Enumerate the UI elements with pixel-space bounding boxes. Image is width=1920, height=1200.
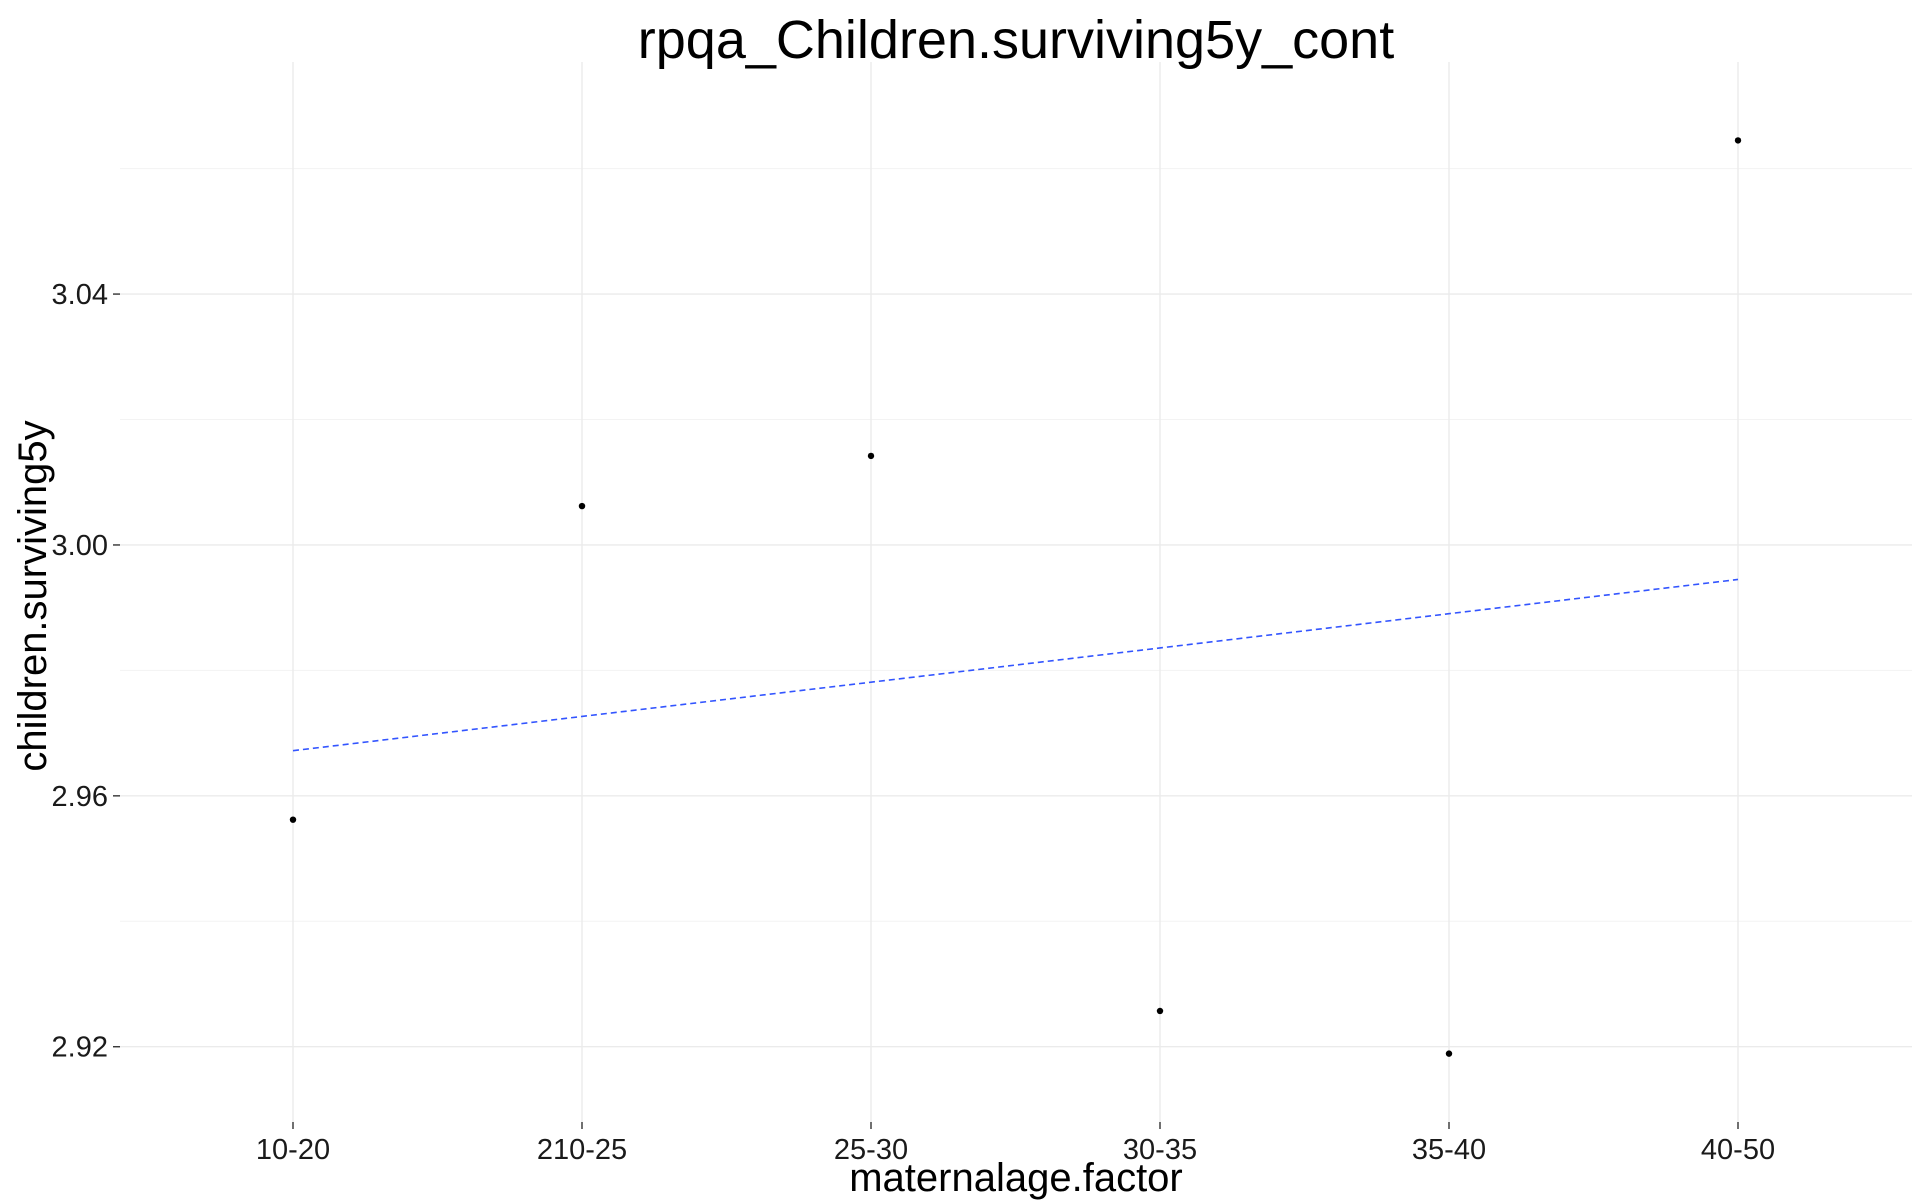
data-point <box>867 452 875 460</box>
grid <box>120 62 1912 1122</box>
x-tick-label: 10-20 <box>256 1134 330 1166</box>
data-point <box>1734 137 1742 144</box>
y-axis: 2.92 2.96 3.00 3.04 <box>52 279 120 1064</box>
chart-title: rpqa_Children.surviving5y_cont <box>638 10 1394 70</box>
x-tick-label: 210-25 <box>537 1134 627 1166</box>
trend-line <box>292 578 1739 752</box>
data-point <box>578 502 586 510</box>
data-point <box>289 816 297 823</box>
y-tick-label: 3.04 <box>52 279 108 311</box>
y-tick-label: 2.96 <box>52 781 108 813</box>
y-tick-label: 3.00 <box>52 530 108 562</box>
y-tick-label: 2.92 <box>52 1032 108 1064</box>
x-tick-label: 30-35 <box>1123 1134 1197 1166</box>
x-tick-label: 40-50 <box>1701 1134 1775 1166</box>
y-axis-title: children.surviving5y <box>11 420 55 771</box>
x-axis-title: maternalage.factor <box>849 1156 1183 1200</box>
data-point <box>1445 1050 1453 1057</box>
points <box>289 137 1742 1057</box>
x-tick-label: 35-40 <box>1412 1134 1486 1166</box>
data-point <box>1156 1007 1164 1015</box>
x-axis: 10-20 210-25 25-30 30-35 35-40 40-50 <box>256 1122 1775 1166</box>
trend-line-layer <box>292 578 1739 752</box>
x-tick-label: 25-30 <box>834 1134 908 1166</box>
